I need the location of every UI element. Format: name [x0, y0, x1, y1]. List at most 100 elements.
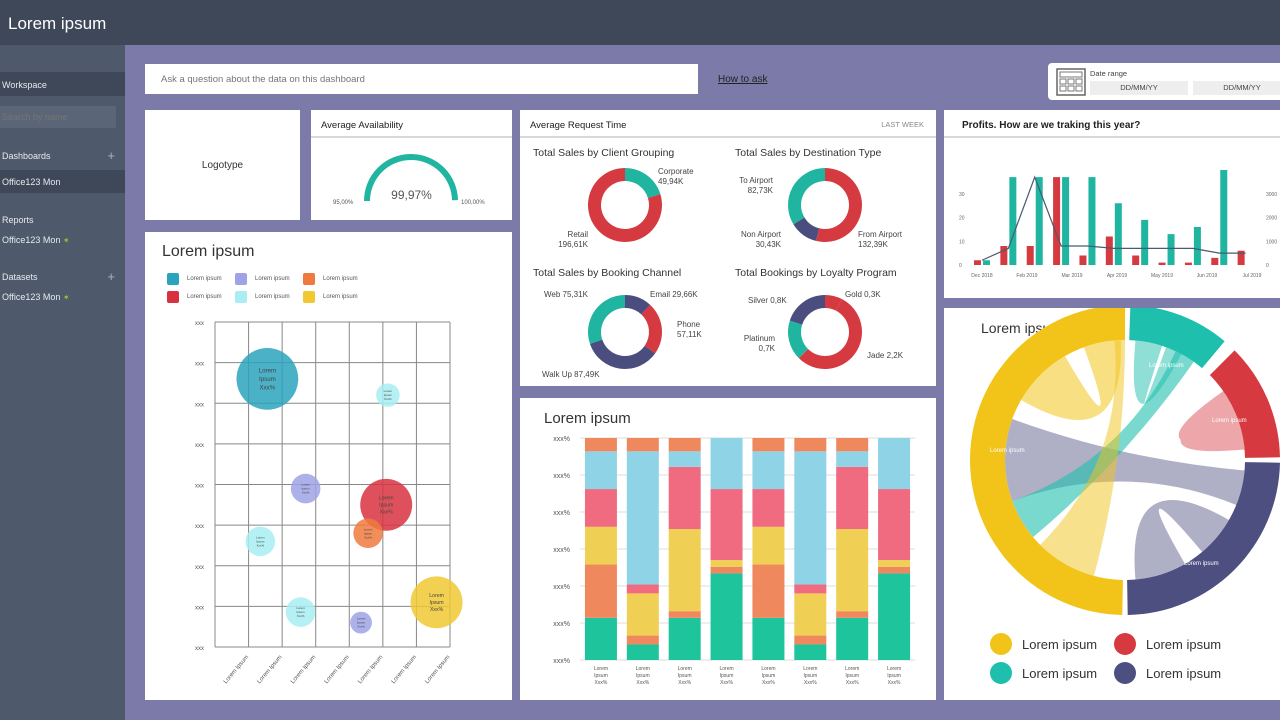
bubble-label: Ipsum [364, 531, 373, 535]
profits-chart: 0 10 20 30 0 1000 2000 3000 Dec 2018 Feb 2019 Mar … [959, 170, 1277, 279]
x-tick-label: Lorem [594, 666, 608, 672]
legend-swatch [235, 273, 247, 285]
bubble-label: Xxx% [380, 510, 394, 516]
legend-item: Lorem ipsum [167, 273, 222, 285]
x-tick-label: Lorem [803, 666, 817, 672]
date-to-field[interactable]: DD/MM/YY [1193, 81, 1280, 95]
request-time-card: Average Request Time LAST WEEK Total Sale… [520, 110, 936, 386]
donut-label: Retail 196,61K [558, 230, 588, 249]
donut-label: Phone 57,11K [677, 320, 702, 339]
gauge-value: 99,97% [391, 188, 432, 202]
bar-segment [836, 617, 869, 660]
sidebar-item-dataset[interactable]: Office123 Mon ✶ [0, 292, 125, 302]
bar-segment [836, 611, 869, 618]
calendar-icon[interactable] [1056, 68, 1086, 96]
date-range-label: Date range [1090, 69, 1128, 78]
donut-label: Web 75,31K [544, 290, 588, 299]
legend-swatch [303, 273, 315, 285]
x-tick-label: Ipsum [636, 673, 650, 679]
x-tick-label: Xxx% [636, 680, 649, 686]
legend-swatch [303, 291, 315, 303]
bar-red [974, 260, 981, 265]
bubble-label: Lorem [301, 483, 310, 487]
period-label[interactable]: LAST WEEK [881, 120, 924, 129]
donut-slice [625, 168, 661, 198]
x-tick-label: Xxx% [595, 680, 608, 686]
sidebar-item-report[interactable]: Office123 Mon ✶ [0, 235, 125, 245]
x-tick-label: Lorem [678, 666, 692, 672]
x-tick-label: Xxx% [678, 680, 691, 686]
x-tick-label: Xxx% [888, 680, 901, 686]
bubble [285, 597, 316, 627]
bar-segment [878, 560, 911, 567]
x-tick-label: Lorem [845, 666, 859, 672]
donut-slice [793, 217, 820, 241]
availability-gauge [364, 154, 458, 202]
x-tick-label: May 2019 [1151, 273, 1173, 279]
legend-label: Lorem ipsum [1146, 665, 1222, 681]
bar-segment [752, 438, 785, 452]
sidebar: Workspace Dashboards + Office123 Mon Repo… [0, 45, 125, 720]
y-tick-label: xxx% [553, 547, 570, 554]
bar-teal [1141, 219, 1149, 265]
star-icon: ✶ [62, 293, 70, 302]
bar-red [1000, 246, 1008, 265]
x-tick-label: Jul 2019 [1243, 273, 1262, 279]
bar-segment [752, 617, 785, 660]
card-title: Profits. How are we traking this year? [944, 110, 1280, 138]
item-label: Office123 Mon [2, 292, 61, 302]
bubble-label: Lorem [429, 593, 444, 599]
x-tick-label: Lorem Ipsum [290, 654, 317, 685]
date-range-picker: Date range DD/MM/YY DD/MM/YY [1048, 63, 1280, 100]
bar-segment [794, 593, 827, 636]
bar-segment [794, 644, 827, 660]
bar-segment [668, 438, 701, 452]
sidebar-section-dashboards[interactable]: Dashboards + [0, 148, 125, 163]
segment-label: Lorem ipsum [1149, 363, 1184, 369]
y-tick-label: xxx [195, 321, 204, 327]
sidebar-item-dashboard[interactable]: Office123 Mon [0, 170, 125, 193]
segment-label: Lorem ipsum [1212, 418, 1247, 424]
gauge-arc [364, 154, 458, 202]
bar-segment [668, 466, 701, 530]
sidebar-section-datasets[interactable]: Datasets + [0, 269, 125, 284]
bar-segment [584, 489, 617, 527]
donut-label: Email 29,66K [650, 290, 698, 299]
x-tick-label: Jun 2019 [1197, 273, 1218, 279]
chord-ribbon [1021, 340, 1121, 421]
bar-segment [626, 584, 659, 594]
x-tick-label: Lorem Ipsum [257, 654, 284, 685]
bar-segment [752, 526, 785, 565]
y-tick-label: xxx [195, 484, 204, 490]
x-tick-label: Ipsum [678, 673, 692, 679]
legend-label: Lorem ipsum [255, 276, 290, 282]
add-icon[interactable]: + [107, 148, 115, 163]
y-right-label: 2000 [1266, 216, 1277, 222]
y-left-label: 30 [959, 192, 965, 198]
date-from-field[interactable]: DD/MM/YY [1090, 81, 1188, 95]
legend-item: Lorem ipsum [235, 291, 290, 303]
sidebar-section-reports[interactable]: Reports [2, 215, 34, 225]
bar-segment [794, 438, 827, 452]
question-input[interactable] [145, 64, 698, 94]
legend-swatch [1114, 662, 1136, 684]
bubble [353, 518, 383, 549]
bar-red [1026, 246, 1034, 265]
sidebar-search-input[interactable] [0, 106, 116, 128]
how-to-ask-link[interactable]: How to ask [718, 74, 768, 85]
legend-swatch [1114, 633, 1136, 655]
bar-segment [584, 564, 617, 618]
bubble-label: Xxx% [297, 614, 305, 618]
add-icon[interactable]: + [107, 269, 115, 284]
donut-slice [588, 168, 662, 242]
app-title: Lorem ipsum [8, 14, 107, 33]
top-bar: Lorem ipsum [0, 0, 1280, 45]
chord-segment [1127, 462, 1280, 615]
legend-item: Lorem ipsum [990, 633, 1097, 655]
y-tick-label: xxx [195, 646, 204, 652]
bar-red [1158, 262, 1166, 265]
donut-slice [788, 168, 825, 225]
donut-label: Gold 0,3K [845, 290, 881, 299]
sidebar-workspace[interactable]: Workspace [0, 72, 125, 96]
bubble [376, 383, 400, 407]
